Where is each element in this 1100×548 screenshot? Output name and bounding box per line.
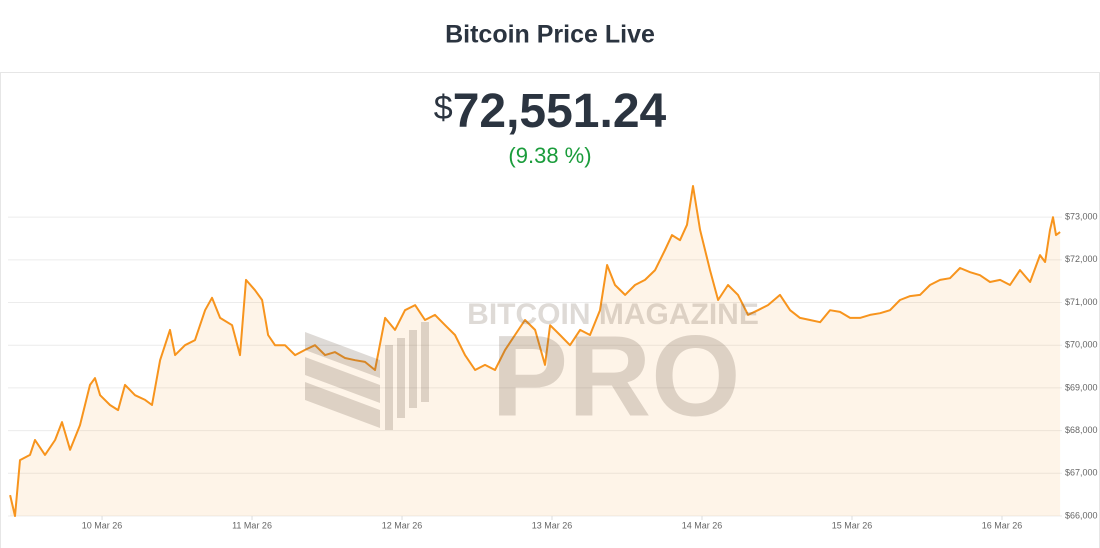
watermark-logo	[305, 322, 429, 430]
price: $72,551.24	[434, 85, 667, 138]
watermark: BITCOIN MAGAZINE PRO	[305, 298, 759, 440]
x-tick-label: 15 Mar 26	[832, 520, 873, 530]
y-tick-label: $73,000	[1065, 212, 1098, 222]
y-tick-label: $67,000	[1065, 468, 1098, 478]
watermark-text: BITCOIN MAGAZINE	[467, 298, 759, 331]
x-tick-label: 11 Mar 26	[232, 520, 272, 530]
x-tick-label: 10 Mar 26	[82, 520, 123, 530]
price-change: (9.38 %)	[508, 143, 591, 168]
y-tick-label: $66,000	[1065, 510, 1098, 520]
plot: $66,000 $67,000 $68,000 $69,000 $70,000 $71,0…	[8, 185, 1098, 530]
y-tick-label: $72,000	[1065, 254, 1098, 264]
price-value: 72,551.24	[453, 85, 667, 138]
y-tick-label: $71,000	[1065, 297, 1098, 307]
x-tick-label: 14 Mar 26	[682, 520, 723, 530]
x-tick-label: 16 Mar 26	[982, 520, 1023, 530]
area	[10, 186, 1061, 516]
y-tick-label: $69,000	[1065, 382, 1098, 392]
y-tick-label: $70,000	[1065, 340, 1098, 350]
watermark-text: PRO	[491, 312, 740, 440]
panel	[0, 72, 1100, 548]
price-line	[9, 185, 1061, 517]
price-symbol: $	[434, 89, 453, 127]
x-tick-label: 13 Mar 26	[532, 520, 573, 530]
chart-title: Bitcoin Price Live	[445, 21, 655, 49]
x-tick-label: 12 Mar 26	[382, 520, 423, 530]
y-tick-label: $68,000	[1065, 425, 1098, 435]
